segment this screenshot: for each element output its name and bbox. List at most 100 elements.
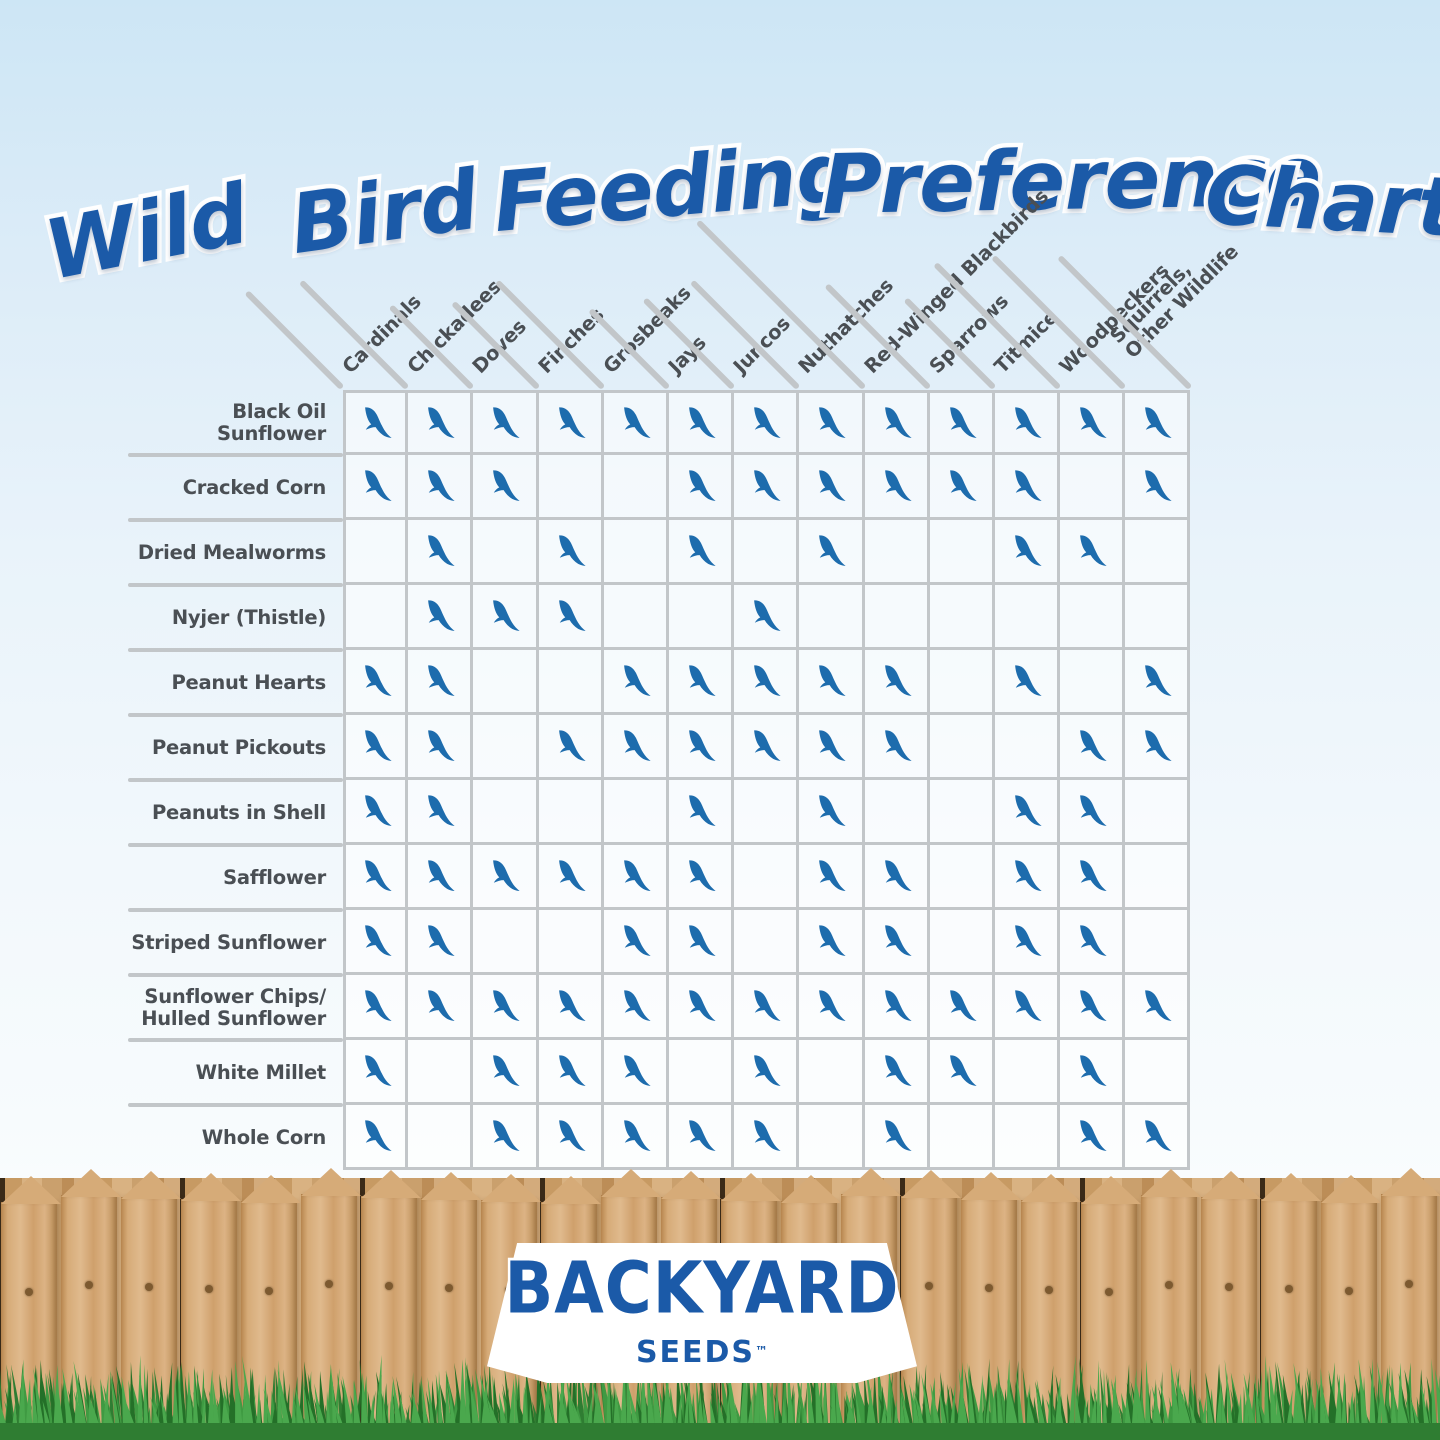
- cell-4-4[interactable]: [538, 585, 604, 650]
- cell-3-1[interactable]: [343, 520, 409, 585]
- cell-3-13[interactable]: [1125, 520, 1191, 585]
- cell-1-11[interactable]: [994, 390, 1061, 455]
- cell-11-6[interactable]: [668, 1040, 735, 1105]
- cell-4-3[interactable]: [473, 585, 539, 650]
- cell-2-6[interactable]: [668, 455, 735, 520]
- cell-10-3[interactable]: [473, 975, 539, 1040]
- cell-1-10[interactable]: [929, 390, 995, 455]
- cell-5-4[interactable]: [538, 650, 604, 715]
- cell-7-2[interactable]: [408, 780, 474, 845]
- cell-2-5[interactable]: [603, 455, 669, 520]
- cell-8-6[interactable]: [668, 845, 735, 910]
- cell-1-9[interactable]: [864, 390, 930, 455]
- cell-9-2[interactable]: [408, 910, 474, 975]
- cell-11-7[interactable]: [734, 1040, 800, 1105]
- cell-5-5[interactable]: [603, 650, 669, 715]
- cell-6-7[interactable]: [734, 715, 800, 780]
- cell-9-7[interactable]: [734, 910, 800, 975]
- cell-12-10[interactable]: [929, 1105, 995, 1170]
- cell-8-2[interactable]: [408, 845, 474, 910]
- cell-1-13[interactable]: [1125, 390, 1191, 455]
- cell-6-1[interactable]: [343, 715, 409, 780]
- cell-6-11[interactable]: [994, 715, 1061, 780]
- cell-10-6[interactable]: [668, 975, 735, 1040]
- cell-12-8[interactable]: [799, 1105, 865, 1170]
- cell-5-8[interactable]: [799, 650, 865, 715]
- cell-11-11[interactable]: [994, 1040, 1061, 1105]
- cell-1-6[interactable]: [668, 390, 735, 455]
- cell-2-13[interactable]: [1125, 455, 1191, 520]
- brand-logo[interactable]: BACKYARD SEEDS™: [487, 1243, 917, 1383]
- cell-6-6[interactable]: [668, 715, 735, 780]
- cell-6-8[interactable]: [799, 715, 865, 780]
- cell-7-12[interactable]: [1060, 780, 1126, 845]
- cell-1-8[interactable]: [799, 390, 865, 455]
- cell-2-4[interactable]: [538, 455, 604, 520]
- cell-12-12[interactable]: [1060, 1105, 1126, 1170]
- cell-10-9[interactable]: [864, 975, 930, 1040]
- cell-9-10[interactable]: [929, 910, 995, 975]
- cell-7-5[interactable]: [603, 780, 669, 845]
- cell-10-2[interactable]: [408, 975, 474, 1040]
- cell-3-12[interactable]: [1060, 520, 1126, 585]
- cell-5-12[interactable]: [1060, 650, 1126, 715]
- cell-11-8[interactable]: [799, 1040, 865, 1105]
- cell-11-1[interactable]: [343, 1040, 409, 1105]
- cell-12-5[interactable]: [603, 1105, 669, 1170]
- cell-6-12[interactable]: [1060, 715, 1126, 780]
- cell-8-10[interactable]: [929, 845, 995, 910]
- cell-6-10[interactable]: [929, 715, 995, 780]
- cell-3-10[interactable]: [929, 520, 995, 585]
- cell-11-3[interactable]: [473, 1040, 539, 1105]
- cell-10-10[interactable]: [929, 975, 995, 1040]
- cell-3-3[interactable]: [473, 520, 539, 585]
- cell-1-2[interactable]: [408, 390, 474, 455]
- cell-9-8[interactable]: [799, 910, 865, 975]
- cell-12-11[interactable]: [994, 1105, 1061, 1170]
- cell-3-6[interactable]: [668, 520, 735, 585]
- cell-2-7[interactable]: [734, 455, 800, 520]
- cell-6-3[interactable]: [473, 715, 539, 780]
- cell-3-8[interactable]: [799, 520, 865, 585]
- cell-5-2[interactable]: [408, 650, 474, 715]
- cell-1-3[interactable]: [473, 390, 539, 455]
- cell-4-2[interactable]: [408, 585, 474, 650]
- cell-4-9[interactable]: [864, 585, 930, 650]
- cell-8-11[interactable]: [994, 845, 1061, 910]
- cell-1-1[interactable]: [343, 390, 409, 455]
- cell-5-1[interactable]: [343, 650, 409, 715]
- cell-7-4[interactable]: [538, 780, 604, 845]
- cell-12-2[interactable]: [408, 1105, 474, 1170]
- cell-3-7[interactable]: [734, 520, 800, 585]
- cell-4-7[interactable]: [734, 585, 800, 650]
- cell-7-13[interactable]: [1125, 780, 1191, 845]
- cell-2-10[interactable]: [929, 455, 995, 520]
- cell-10-11[interactable]: [994, 975, 1061, 1040]
- cell-10-8[interactable]: [799, 975, 865, 1040]
- cell-5-13[interactable]: [1125, 650, 1191, 715]
- cell-11-10[interactable]: [929, 1040, 995, 1105]
- cell-7-3[interactable]: [473, 780, 539, 845]
- cell-4-5[interactable]: [603, 585, 669, 650]
- cell-7-8[interactable]: [799, 780, 865, 845]
- cell-8-9[interactable]: [864, 845, 930, 910]
- cell-12-13[interactable]: [1125, 1105, 1191, 1170]
- cell-8-7[interactable]: [734, 845, 800, 910]
- cell-2-11[interactable]: [994, 455, 1061, 520]
- cell-3-4[interactable]: [538, 520, 604, 585]
- cell-11-4[interactable]: [538, 1040, 604, 1105]
- cell-11-13[interactable]: [1125, 1040, 1191, 1105]
- cell-9-5[interactable]: [603, 910, 669, 975]
- cell-6-9[interactable]: [864, 715, 930, 780]
- cell-9-3[interactable]: [473, 910, 539, 975]
- cell-7-9[interactable]: [864, 780, 930, 845]
- cell-11-5[interactable]: [603, 1040, 669, 1105]
- cell-6-4[interactable]: [538, 715, 604, 780]
- cell-7-6[interactable]: [668, 780, 735, 845]
- cell-8-4[interactable]: [538, 845, 604, 910]
- cell-9-1[interactable]: [343, 910, 409, 975]
- cell-11-9[interactable]: [864, 1040, 930, 1105]
- cell-9-9[interactable]: [864, 910, 930, 975]
- cell-6-13[interactable]: [1125, 715, 1191, 780]
- cell-4-8[interactable]: [799, 585, 865, 650]
